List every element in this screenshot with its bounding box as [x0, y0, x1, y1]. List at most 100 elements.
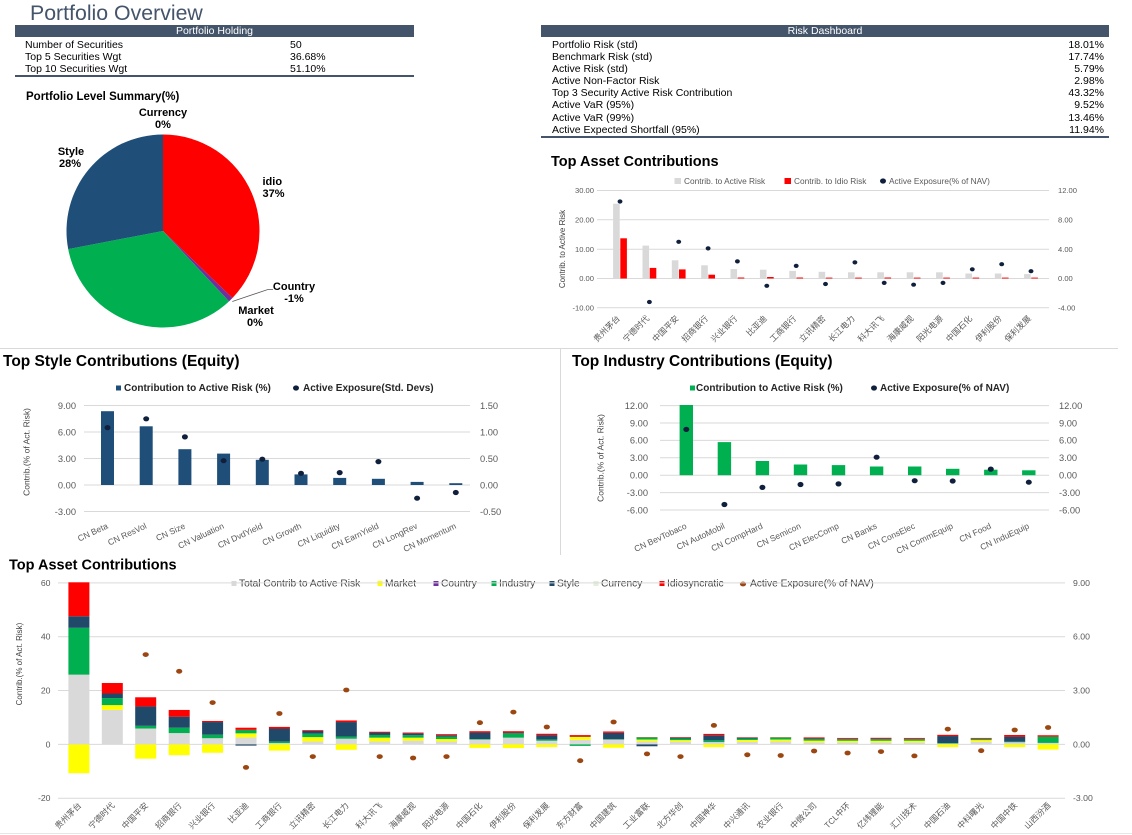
svg-text:-3.00: -3.00 — [55, 507, 76, 517]
svg-text:6.00: 6.00 — [1059, 436, 1077, 446]
svg-text:兴业银行: 兴业银行 — [186, 800, 217, 831]
svg-text:Top Asset Contributions: Top Asset Contributions — [9, 558, 177, 574]
svg-text:工业富联: 工业富联 — [621, 800, 652, 831]
svg-text:12.00: 12.00 — [1058, 186, 1077, 195]
svg-text:9.00: 9.00 — [1073, 578, 1090, 588]
svg-text:30.00: 30.00 — [575, 186, 594, 195]
svg-text:立讯精密: 立讯精密 — [797, 313, 828, 344]
svg-text:Currency: Currency — [139, 107, 188, 119]
svg-text:比亚迪: 比亚迪 — [744, 313, 769, 338]
svg-text:贵州茅台: 贵州茅台 — [53, 800, 84, 831]
svg-text:科大讯飞: 科大讯飞 — [354, 800, 385, 831]
svg-text:长江电力: 长江电力 — [320, 800, 351, 831]
svg-text:-0.50: -0.50 — [480, 507, 501, 517]
svg-text:中兴通讯: 中兴通讯 — [721, 800, 752, 831]
svg-text:比亚迪: 比亚迪 — [226, 800, 251, 825]
svg-text:立讯精密: 立讯精密 — [287, 800, 318, 831]
svg-text:伊利股份: 伊利股份 — [487, 800, 518, 831]
svg-text:28%: 28% — [59, 158, 81, 170]
svg-text:中科曙光: 中科曙光 — [955, 800, 986, 831]
svg-text:Top Industry Contributions (Eq: Top Industry Contributions (Equity) — [572, 353, 833, 370]
svg-text:8.00: 8.00 — [1058, 215, 1073, 224]
svg-text:6.00: 6.00 — [58, 427, 76, 437]
svg-text:中国平安: 中国平安 — [120, 800, 151, 831]
svg-text:4.00: 4.00 — [1058, 245, 1073, 254]
svg-text:CN DvdYield: CN DvdYield — [216, 521, 264, 551]
svg-text:中国石化: 中国石化 — [454, 800, 485, 831]
svg-text:9.00: 9.00 — [630, 418, 648, 428]
svg-text:贵州茅台: 贵州茅台 — [591, 313, 622, 344]
svg-text:Top Style Contributions (Equit: Top Style Contributions (Equity) — [3, 353, 240, 370]
svg-text:0.00: 0.00 — [630, 471, 648, 481]
svg-text:60: 60 — [41, 578, 51, 588]
svg-text:-6.00: -6.00 — [627, 505, 648, 515]
svg-text:0.00: 0.00 — [579, 274, 594, 283]
svg-text:1.00: 1.00 — [480, 427, 498, 437]
svg-text:6.00: 6.00 — [1073, 632, 1090, 642]
svg-text:20.00: 20.00 — [575, 215, 594, 224]
svg-text:0.00: 0.00 — [1059, 471, 1077, 481]
svg-text:中国石油: 中国石油 — [922, 800, 953, 831]
svg-text:12.00: 12.00 — [1059, 401, 1082, 411]
svg-text:Active Exposure(% of NAV): Active Exposure(% of NAV) — [750, 579, 874, 590]
svg-text:Market: Market — [385, 579, 416, 590]
svg-text:6.00: 6.00 — [630, 436, 648, 446]
svg-text:Style: Style — [557, 579, 580, 590]
svg-text:兴业银行: 兴业银行 — [709, 313, 740, 344]
svg-text:Currency: Currency — [601, 579, 643, 590]
svg-text:Contribution to Active Risk (%: Contribution to Active Risk (%) — [696, 383, 843, 394]
svg-text:保利发展: 保利发展 — [521, 800, 552, 831]
svg-text:伊利股份: 伊利股份 — [973, 313, 1004, 344]
svg-text:科大讯飞: 科大讯飞 — [856, 313, 887, 344]
svg-text:CN Beta: CN Beta — [76, 521, 110, 544]
svg-text:Active Exposure(% of NAV): Active Exposure(% of NAV) — [889, 176, 990, 186]
svg-text:-10.00: -10.00 — [572, 303, 594, 312]
svg-text:Contrib. to Active Risk: Contrib. to Active Risk — [558, 209, 567, 288]
svg-text:中国神华: 中国神华 — [688, 800, 719, 831]
svg-text:Style: Style — [58, 146, 84, 158]
svg-text:中国平安: 中国平安 — [650, 313, 681, 344]
svg-text:农业银行: 农业银行 — [755, 800, 786, 831]
svg-text:Active Exposure(% of NAV): Active Exposure(% of NAV) — [880, 383, 1009, 394]
svg-text:40: 40 — [41, 632, 51, 642]
svg-text:-1%: -1% — [284, 293, 304, 305]
svg-text:中国建筑: 中国建筑 — [587, 800, 618, 831]
svg-text:汇川技术: 汇川技术 — [888, 800, 919, 831]
svg-text:中微公司: 中微公司 — [788, 800, 819, 831]
svg-text:中国中铁: 中国中铁 — [989, 800, 1020, 831]
svg-text:招商银行: 招商银行 — [679, 313, 710, 344]
svg-text:37%: 37% — [263, 188, 285, 200]
svg-text:0.00: 0.00 — [1058, 274, 1073, 283]
svg-text:Active Exposure(Std. Devs): Active Exposure(Std. Devs) — [303, 383, 434, 394]
svg-text:0.00: 0.00 — [480, 480, 498, 490]
svg-text:保利发展: 保利发展 — [1002, 313, 1033, 344]
svg-text:宁德时代: 宁德时代 — [621, 313, 652, 344]
svg-text:Portfolio Level Summary(%): Portfolio Level Summary(%) — [26, 91, 180, 103]
svg-text:长江电力: 长江电力 — [826, 313, 857, 344]
svg-text:9.00: 9.00 — [1059, 418, 1077, 428]
svg-text:招商银行: 招商银行 — [153, 800, 184, 831]
svg-text:海康威视: 海康威视 — [387, 800, 418, 831]
svg-text:Market: Market — [238, 305, 274, 317]
svg-text:-20: -20 — [38, 793, 51, 803]
svg-text:Total Contrib to Active Risk: Total Contrib to Active Risk — [239, 579, 361, 590]
svg-text:10.00: 10.00 — [575, 245, 594, 254]
svg-text:中国石化: 中国石化 — [944, 313, 975, 344]
svg-text:-3.00: -3.00 — [1059, 488, 1080, 498]
svg-text:TCL中环: TCL中环 — [822, 800, 852, 830]
svg-text:Contrib.(% of Act. Risk): Contrib.(% of Act. Risk) — [22, 408, 32, 496]
svg-text:CN ResVol: CN ResVol — [106, 521, 148, 548]
svg-text:工商银行: 工商银行 — [253, 800, 284, 831]
svg-text:Contrib. to Active Risk: Contrib. to Active Risk — [684, 176, 766, 186]
svg-text:-3.00: -3.00 — [1073, 793, 1093, 803]
svg-text:工商银行: 工商银行 — [768, 313, 799, 344]
svg-text:Contribution to Active Risk (%: Contribution to Active Risk (%) — [124, 383, 271, 394]
svg-text:阳光电源: 阳光电源 — [420, 800, 451, 831]
svg-text:亿纬锂能: 亿纬锂能 — [855, 800, 886, 831]
svg-text:9.00: 9.00 — [58, 401, 76, 411]
svg-text:-4.00: -4.00 — [1058, 303, 1075, 312]
svg-text:北方华创: 北方华创 — [654, 800, 685, 831]
svg-text:山西汾酒: 山西汾酒 — [1022, 800, 1053, 831]
svg-text:东方财富: 东方财富 — [554, 800, 585, 831]
svg-text:12.00: 12.00 — [625, 401, 648, 411]
